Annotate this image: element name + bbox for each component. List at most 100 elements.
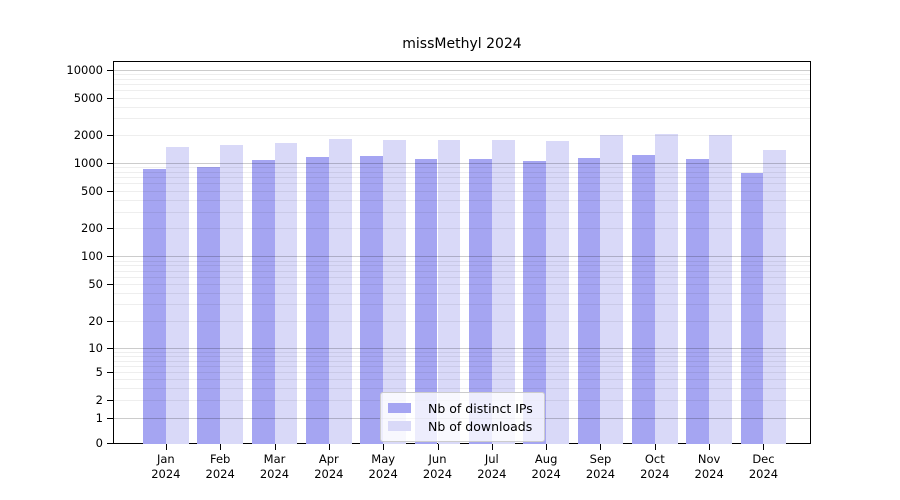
gridline-minor xyxy=(113,171,811,173)
legend-label-downloads: Nb of downloads xyxy=(428,418,533,434)
x-tick-mark xyxy=(654,444,656,450)
gridline-major xyxy=(113,256,811,258)
x-tick-mark xyxy=(328,444,330,450)
gridline-minor xyxy=(113,228,811,230)
gridline-minor xyxy=(113,292,811,294)
gridline-minor xyxy=(113,360,811,362)
bar-downloads xyxy=(654,134,678,444)
legend: Nb of distinct IPs Nb of downloads xyxy=(380,392,545,442)
gridline-minor xyxy=(113,106,811,108)
gridline-minor xyxy=(113,270,811,272)
x-tick-year: 2024 xyxy=(314,467,344,481)
gridline-minor xyxy=(113,134,811,136)
y-tick-mark xyxy=(107,283,113,285)
x-tick-label: Feb 2024 xyxy=(190,452,250,482)
bar-distinct-ips xyxy=(251,159,275,444)
y-tick-label: 1000 xyxy=(73,155,103,170)
y-tick-mark xyxy=(107,228,113,230)
y-tick-label: 5 xyxy=(95,365,103,380)
gridline-minor xyxy=(113,199,811,201)
gridline-minor xyxy=(113,166,811,168)
x-tick-year: 2024 xyxy=(585,467,616,481)
x-tick-label: Oct 2024 xyxy=(625,452,685,482)
gridline-minor xyxy=(113,387,811,389)
gridline-minor xyxy=(113,276,811,278)
x-tick-month: Nov xyxy=(697,452,721,466)
x-tick-label: Jan 2024 xyxy=(136,452,196,482)
bar-downloads xyxy=(274,142,298,444)
legend-label-distinct-ips: Nb of distinct IPs xyxy=(428,400,533,416)
x-tick-label: Dec 2024 xyxy=(733,452,793,482)
gridline-minor xyxy=(113,320,811,322)
bar-downloads xyxy=(763,149,787,444)
bar-distinct-ips xyxy=(577,157,601,444)
x-tick-month: Dec xyxy=(752,452,775,466)
x-tick-mark xyxy=(600,444,602,450)
bar-distinct-ips xyxy=(686,158,710,444)
x-tick-label: Jun 2024 xyxy=(408,452,468,482)
y-tick-label: 500 xyxy=(81,183,103,198)
y-tick-mark xyxy=(107,348,113,350)
y-tick-label: 50 xyxy=(88,276,103,291)
y-tick-label: 0 xyxy=(95,436,103,451)
bar-downloads xyxy=(600,134,624,444)
bar-downloads xyxy=(709,134,732,444)
x-tick-year: 2024 xyxy=(368,467,398,481)
x-tick-month: Mar xyxy=(263,452,286,466)
y-tick-label: 100 xyxy=(81,249,103,264)
y-tick-label: 2000 xyxy=(73,127,103,142)
y-tick-label: 2 xyxy=(95,393,103,408)
x-tick-month: Jan xyxy=(156,452,175,466)
gridline-minor xyxy=(113,265,811,267)
x-tick-mark xyxy=(491,444,493,450)
bar-distinct-ips xyxy=(469,159,492,444)
x-tick-mark xyxy=(220,444,222,450)
x-tick-mark xyxy=(709,444,711,450)
gridline-minor xyxy=(113,372,811,374)
x-tick-month: May xyxy=(371,452,396,466)
bar-downloads xyxy=(437,139,461,444)
x-tick-year: 2024 xyxy=(748,467,779,481)
x-tick-year: 2024 xyxy=(694,467,724,481)
y-tick-mark xyxy=(107,400,113,402)
y-tick-mark xyxy=(107,162,113,164)
x-tick-year: 2024 xyxy=(205,467,235,481)
y-tick-label: 10000 xyxy=(66,62,103,77)
y-tick-mark xyxy=(107,97,113,99)
x-tick-label: Aug 2024 xyxy=(516,452,576,482)
y-tick-mark xyxy=(107,443,113,445)
legend-row-distinct-ips: Nb of distinct IPs xyxy=(388,400,533,416)
gridline-minor xyxy=(113,260,811,262)
gridline-minor xyxy=(113,365,811,367)
x-tick-year: 2024 xyxy=(259,467,290,481)
gridline-minor xyxy=(113,78,811,80)
gridline-minor xyxy=(113,84,811,86)
x-tick-month: Jun xyxy=(428,452,447,466)
x-tick-mark xyxy=(165,444,167,450)
gridline-minor xyxy=(113,283,811,285)
chart-title: missMethyl 2024 xyxy=(402,36,522,52)
x-tick-mark xyxy=(383,444,385,450)
gridline-minor xyxy=(113,183,811,185)
y-tick-label: 5000 xyxy=(73,90,103,105)
x-tick-year: 2024 xyxy=(477,467,507,481)
x-tick-year: 2024 xyxy=(640,467,670,481)
bar-downloads xyxy=(491,140,515,444)
x-tick-mark xyxy=(437,444,439,450)
y-tick-mark xyxy=(107,417,113,419)
gridline-minor xyxy=(113,177,811,179)
x-tick-month: Feb xyxy=(209,452,231,466)
bar-distinct-ips xyxy=(523,160,547,444)
x-tick-month: Aug xyxy=(534,452,558,466)
x-tick-label: Mar 2024 xyxy=(245,452,305,482)
legend-swatch-downloads xyxy=(388,421,411,431)
x-tick-year: 2024 xyxy=(531,467,561,481)
y-tick-mark xyxy=(107,134,113,136)
y-tick-mark xyxy=(107,320,113,322)
y-tick-mark xyxy=(107,372,113,374)
x-tick-label: Jul 2024 xyxy=(462,452,522,482)
x-tick-year: 2024 xyxy=(151,467,181,481)
y-tick-mark xyxy=(107,69,113,71)
bar-distinct-ips xyxy=(143,168,166,444)
